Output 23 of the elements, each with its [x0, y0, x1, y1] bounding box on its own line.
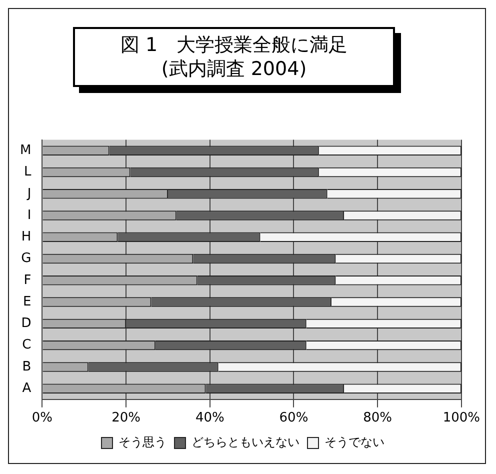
- chart-title: 図 1 大学授業全般に満足: [119, 33, 349, 57]
- y-tick-label: F: [24, 272, 32, 288]
- y-tick-label: J: [26, 186, 32, 202]
- y-tick-label: E: [23, 294, 32, 310]
- y-tick-label: M: [20, 142, 32, 158]
- x-tick-label: 0%: [32, 410, 53, 426]
- y-tick-label: H: [21, 230, 32, 245]
- y-tick-label: L: [24, 164, 32, 180]
- x-tick-label: 80%: [363, 410, 392, 426]
- x-tick-label: 40%: [195, 410, 224, 426]
- x-tick-label: 20%: [112, 410, 141, 426]
- x-tick-label: 60%: [279, 410, 308, 426]
- y-tick-label: A: [22, 380, 32, 396]
- chart-subtitle: (武内調査 2004): [160, 57, 308, 81]
- y-tick-label: C: [22, 338, 32, 353]
- legend-label: そう思う: [118, 435, 166, 450]
- legend-label: どちらともいえない: [192, 435, 300, 450]
- y-tick-label: B: [22, 359, 32, 374]
- legend-label: そうでない: [324, 435, 384, 450]
- y-tick-label: G: [21, 251, 32, 266]
- x-tick-label: 100%: [442, 410, 480, 426]
- y-tick-label: D: [21, 316, 32, 332]
- y-tick-label: I: [27, 208, 32, 223]
